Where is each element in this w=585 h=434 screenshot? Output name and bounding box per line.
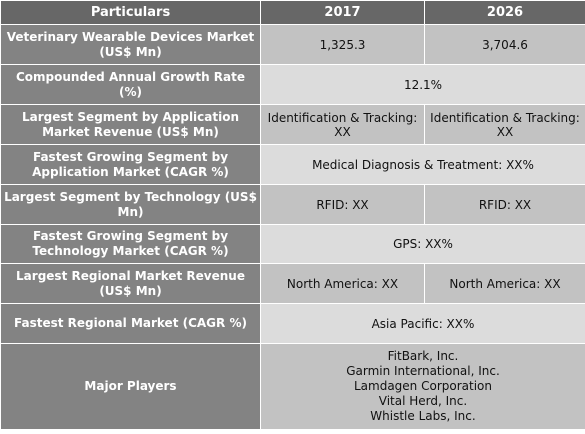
player-item: Garmin International, Inc. (346, 364, 500, 378)
fastest-region-value: Asia Pacific: XX% (260, 303, 585, 344)
fastest-technology-label: Fastest Growing Segment by Technology Ma… (0, 224, 261, 264)
largest-technology-row: Largest Segment by Technology (US$ Mn) R… (0, 184, 585, 225)
header-2026: 2026 (424, 0, 585, 25)
largest-region-label: Largest Regional Market Revenue (US$ Mn) (0, 263, 261, 304)
largest-technology-2026: RFID: XX (424, 184, 585, 225)
header-particulars: Particulars (0, 0, 261, 25)
largest-application-2026: Identification & Tracking: XX (424, 104, 585, 145)
players-label: Major Players (0, 343, 261, 430)
player-item: Whistle Labs, Inc. (370, 409, 476, 423)
market-2017: 1,325.3 (260, 24, 425, 65)
fastest-application-label: Fastest Growing Segment by Application M… (0, 144, 261, 185)
cagr-row: Compounded Annual Growth Rate (%) 12.1% (0, 64, 585, 105)
largest-application-2017: Identification & Tracking: XX (260, 104, 425, 145)
largest-region-2026: North America: XX (424, 263, 585, 304)
largest-region-2017: North America: XX (260, 263, 425, 304)
player-item: Lamdagen Corporation (353, 379, 492, 393)
largest-technology-2017: RFID: XX (260, 184, 425, 225)
largest-region-row: Largest Regional Market Revenue (US$ Mn)… (0, 263, 585, 304)
fastest-technology-value: GPS: XX% (260, 224, 585, 264)
fastest-technology-row: Fastest Growing Segment by Technology Ma… (0, 224, 585, 264)
header-row: Particulars 2017 2026 (0, 0, 585, 25)
player-item: FitBark, Inc. (387, 349, 459, 363)
market-2026: 3,704.6 (424, 24, 585, 65)
fastest-region-row: Fastest Regional Market (CAGR %) Asia Pa… (0, 303, 585, 344)
cagr-value: 12.1% (260, 64, 585, 105)
players-row: Major Players FitBark, Inc. Garmin Inter… (0, 343, 585, 430)
fastest-application-value: Medical Diagnosis & Treatment: XX% (260, 144, 585, 185)
header-2017: 2017 (260, 0, 425, 25)
players-list: FitBark, Inc. Garmin International, Inc.… (260, 343, 585, 430)
fastest-application-row: Fastest Growing Segment by Application M… (0, 144, 585, 185)
market-label: Veterinary Wearable Devices Market (US$ … (0, 24, 261, 65)
largest-application-row: Largest Segment by Application Market Re… (0, 104, 585, 145)
fastest-region-label: Fastest Regional Market (CAGR %) (0, 303, 261, 344)
largest-technology-label: Largest Segment by Technology (US$ Mn) (0, 184, 261, 225)
player-item: Vital Herd, Inc. (378, 394, 468, 408)
largest-application-label: Largest Segment by Application Market Re… (0, 104, 261, 145)
cagr-label: Compounded Annual Growth Rate (%) (0, 64, 261, 105)
market-row: Veterinary Wearable Devices Market (US$ … (0, 24, 585, 65)
